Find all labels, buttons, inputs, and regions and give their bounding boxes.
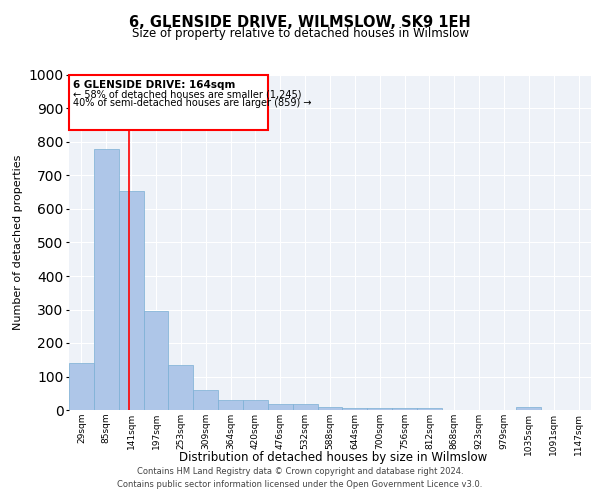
Bar <box>517 406 541 410</box>
Bar <box>367 408 392 410</box>
Bar <box>69 363 94 410</box>
Bar <box>69 75 268 130</box>
Bar <box>94 150 119 410</box>
Bar <box>268 404 293 410</box>
Text: Size of property relative to detached houses in Wilmslow: Size of property relative to detached ho… <box>131 28 469 40</box>
Bar <box>293 404 317 410</box>
Text: 40% of semi-detached houses are larger (859) →: 40% of semi-detached houses are larger (… <box>73 98 311 108</box>
Bar <box>317 406 343 410</box>
Y-axis label: Number of detached properties: Number of detached properties <box>13 155 23 330</box>
Bar <box>343 408 367 410</box>
Text: Distribution of detached houses by size in Wilmslow: Distribution of detached houses by size … <box>179 451 487 464</box>
Bar <box>169 365 193 410</box>
Bar <box>193 390 218 410</box>
Bar <box>119 190 143 410</box>
Bar <box>417 408 442 410</box>
Bar <box>143 311 169 410</box>
Text: 6 GLENSIDE DRIVE: 164sqm: 6 GLENSIDE DRIVE: 164sqm <box>73 80 235 90</box>
Bar <box>392 408 417 410</box>
Text: 6, GLENSIDE DRIVE, WILMSLOW, SK9 1EH: 6, GLENSIDE DRIVE, WILMSLOW, SK9 1EH <box>129 15 471 30</box>
Bar <box>243 400 268 410</box>
Text: Contains HM Land Registry data © Crown copyright and database right 2024.: Contains HM Land Registry data © Crown c… <box>137 467 463 476</box>
Text: Contains public sector information licensed under the Open Government Licence v3: Contains public sector information licen… <box>118 480 482 489</box>
Text: ← 58% of detached houses are smaller (1,245): ← 58% of detached houses are smaller (1,… <box>73 89 301 99</box>
Bar <box>218 400 243 410</box>
